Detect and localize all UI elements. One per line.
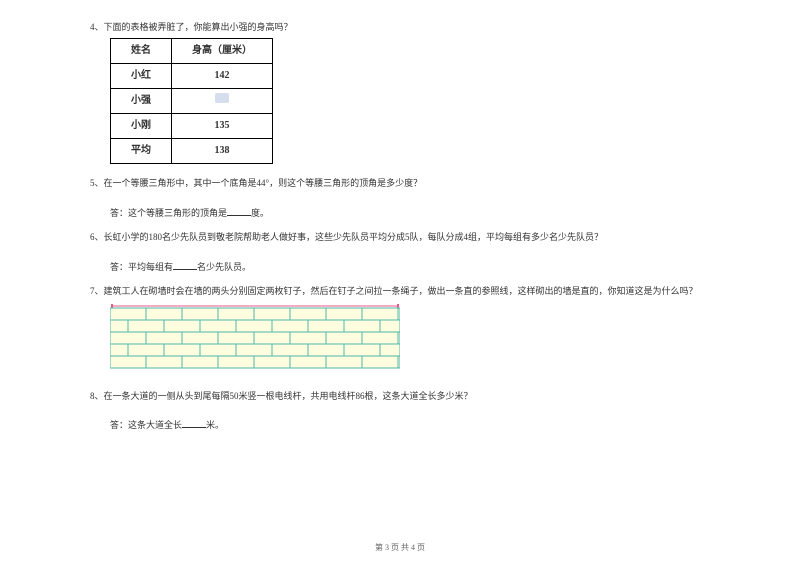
height-table: 姓名 身高（厘米） 小红 142 小强 小刚 135 平均 138: [110, 38, 273, 164]
table-row: 小刚 135: [111, 114, 273, 139]
q5-number: 5、: [90, 178, 104, 188]
q8-number: 8、: [90, 391, 104, 401]
table-header-height: 身高（厘米）: [172, 39, 273, 64]
cell-name: 平均: [111, 139, 172, 164]
q4-number: 4、: [90, 22, 104, 32]
q7-text: 7、建筑工人在砌墙时会在墙的两头分别固定两枚钉子，然后在钉子之间拉一条绳子，做出…: [90, 284, 710, 298]
question-8: 8、在一条大道的一侧从头到尾每隔50米竖一根电线杆，共用电线杆86根，这条大道全…: [90, 389, 710, 433]
question-4: 4、下面的表格被弄脏了，你能算出小强的身高吗？ 姓名 身高（厘米） 小红 142…: [90, 20, 710, 164]
q6-answer: 答：平均每组有 名少先队员。: [110, 259, 710, 274]
cell-name: 小红: [111, 64, 172, 89]
blank-field[interactable]: [173, 259, 197, 270]
question-7: 7、建筑工人在砌墙时会在墙的两头分别固定两枚钉子，然后在钉子之间拉一条绳子，做出…: [90, 284, 710, 375]
cell-name: 小强: [111, 89, 172, 114]
q8-text: 8、在一条大道的一侧从头到尾每隔50米竖一根电线杆，共用电线杆86根，这条大道全…: [90, 389, 710, 403]
q5-answer-suffix: 度。: [251, 208, 269, 218]
table-row: 小红 142: [111, 64, 273, 89]
wall-svg: [110, 304, 400, 370]
table-row: 小强: [111, 89, 273, 114]
q8-body: 在一条大道的一侧从头到尾每隔50米竖一根电线杆，共用电线杆86根，这条大道全长多…: [104, 391, 473, 401]
question-6: 6、长虹小学的180名少先队员到敬老院帮助老人做好事，这些少先队员平均分成5队，…: [90, 230, 710, 274]
cell-value: 135: [172, 114, 273, 139]
q5-answer: 答：这个等腰三角形的顶角是 度。: [110, 205, 710, 220]
cell-smudge: [172, 89, 273, 114]
q8-answer: 答：这条大道全长 米。: [110, 417, 710, 432]
cell-name: 小刚: [111, 114, 172, 139]
q4-text: 4、下面的表格被弄脏了，你能算出小强的身高吗？: [90, 20, 710, 34]
q5-text: 5、在一个等腰三角形中，其中一个底角是44°，则这个等腰三角形的顶角是多少度？: [90, 176, 710, 190]
cell-value: 142: [172, 64, 273, 89]
q6-number: 6、: [90, 232, 104, 242]
q5-answer-prefix: 答：这个等腰三角形的顶角是: [110, 208, 227, 218]
smudge-icon: [215, 93, 229, 103]
blank-field[interactable]: [227, 205, 251, 216]
q4-body: 下面的表格被弄脏了，你能算出小强的身高吗？: [104, 22, 293, 32]
q5-body: 在一个等腰三角形中，其中一个底角是44°，则这个等腰三角形的顶角是多少度？: [104, 178, 423, 188]
q6-answer-suffix: 名少先队员。: [197, 262, 251, 272]
q8-answer-prefix: 答：这条大道全长: [110, 420, 182, 430]
table-row: 平均 138: [111, 139, 273, 164]
question-5: 5、在一个等腰三角形中，其中一个底角是44°，则这个等腰三角形的顶角是多少度？ …: [90, 176, 710, 220]
footer-text: 第 3 页 共 4 页: [375, 543, 425, 552]
q6-body: 长虹小学的180名少先队员到敬老院帮助老人做好事，这些少先队员平均分成5队，每队…: [104, 232, 604, 242]
blank-field[interactable]: [182, 417, 206, 428]
page-footer: 第 3 页 共 4 页: [0, 542, 800, 553]
wall-diagram: [110, 304, 710, 374]
q8-answer-suffix: 米。: [206, 420, 224, 430]
q6-text: 6、长虹小学的180名少先队员到敬老院帮助老人做好事，这些少先队员平均分成5队，…: [90, 230, 710, 244]
q6-answer-prefix: 答：平均每组有: [110, 262, 173, 272]
q7-number: 7、: [90, 286, 104, 296]
cell-value: 138: [172, 139, 273, 164]
q7-body: 建筑工人在砌墙时会在墙的两头分别固定两枚钉子，然后在钉子之间拉一条绳子，做出一条…: [104, 286, 698, 296]
table-header-name: 姓名: [111, 39, 172, 64]
